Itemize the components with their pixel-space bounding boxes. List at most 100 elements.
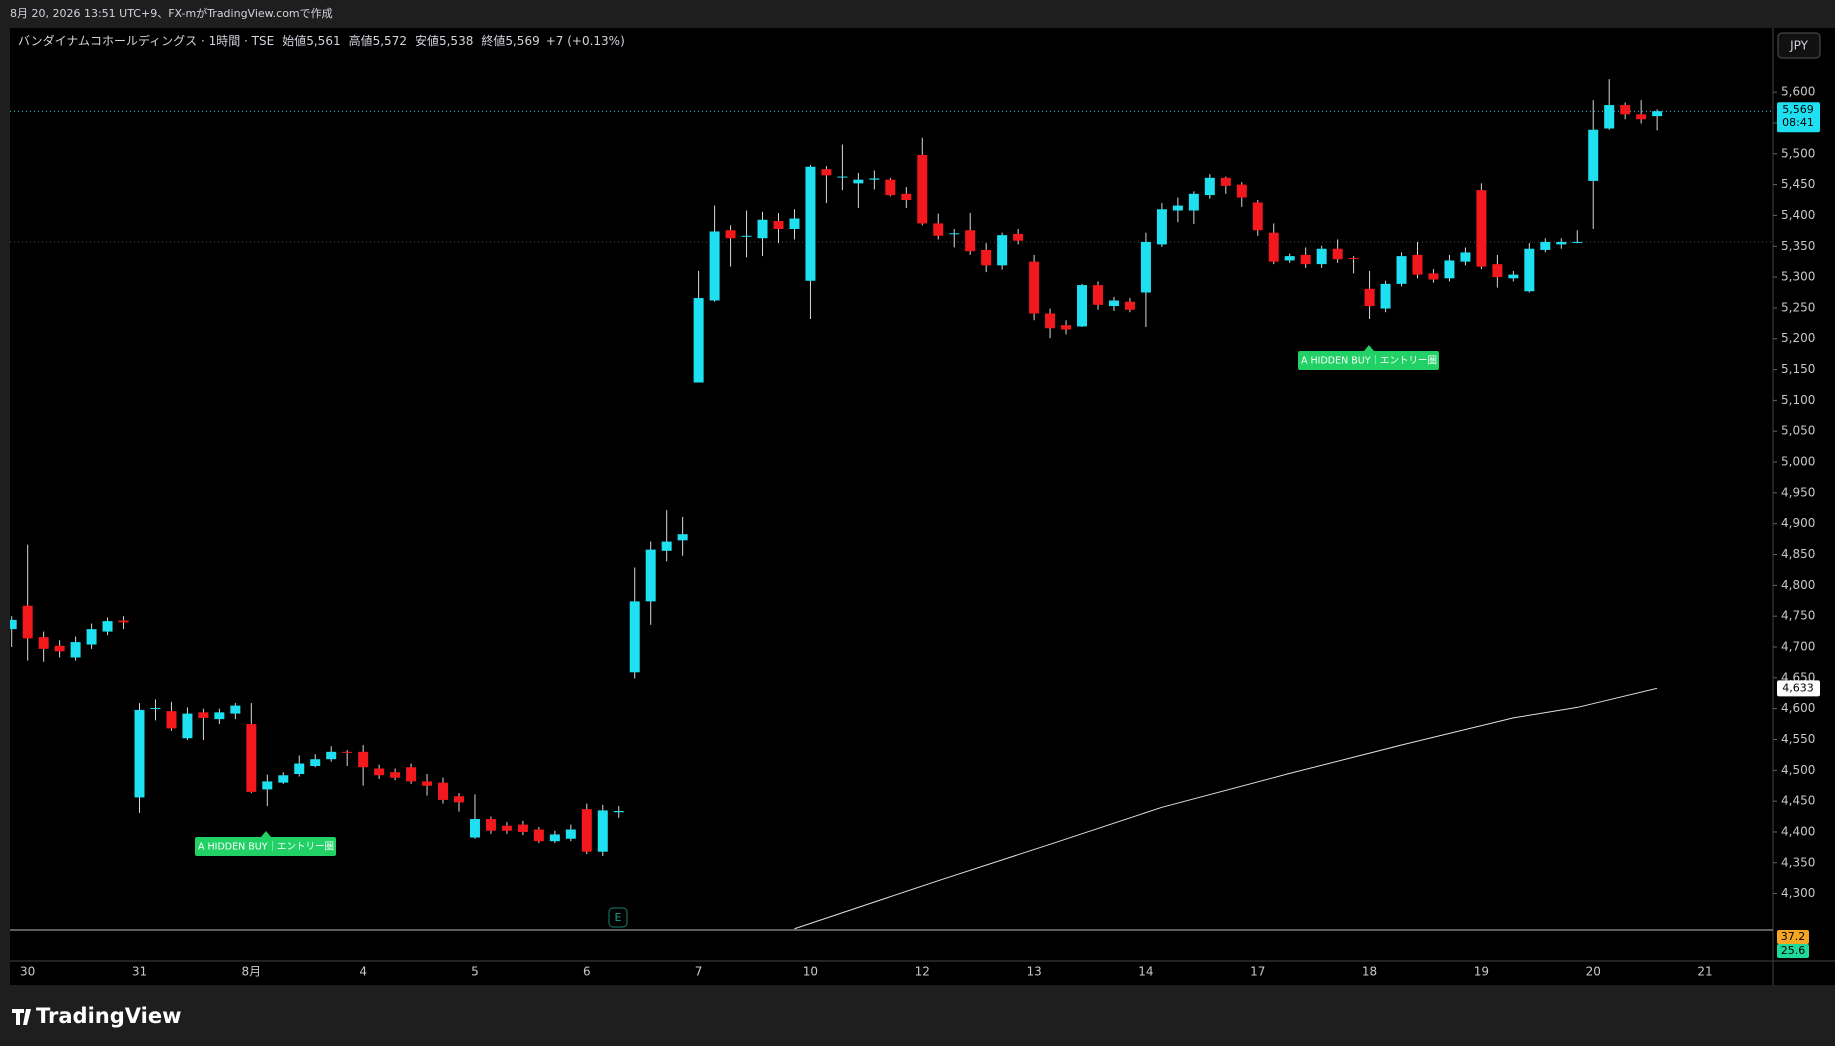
- y-tick-label: 4,500: [1781, 763, 1815, 777]
- candle-body: [1508, 274, 1519, 279]
- x-tick-label: 30: [20, 965, 35, 979]
- candle-body: [1284, 256, 1295, 261]
- candle-body: [533, 829, 544, 842]
- candle-body: [86, 629, 97, 645]
- x-tick-label: 6: [583, 965, 591, 979]
- x-tick-label: 8月: [242, 965, 262, 979]
- y-tick-label: 4,350: [1781, 855, 1815, 869]
- candle-body: [581, 809, 592, 852]
- y-tick-label: 5,250: [1781, 300, 1815, 314]
- y-tick-label: 5,300: [1781, 270, 1815, 284]
- x-tick-label: 7: [695, 965, 703, 979]
- y-tick-label: 5,350: [1781, 239, 1815, 253]
- candle-body: [1572, 241, 1583, 243]
- candle-body: [965, 230, 976, 252]
- y-tick-label: 4,900: [1781, 516, 1815, 530]
- candle-body: [1444, 260, 1455, 279]
- y-tick-label: 5,400: [1781, 208, 1815, 222]
- candle-body: [38, 637, 49, 649]
- candle-body: [1316, 248, 1327, 265]
- candle-body: [1380, 283, 1391, 309]
- currency-button[interactable]: [1777, 32, 1821, 59]
- candle-body: [1236, 184, 1247, 198]
- price-tag-countdown: 08:41: [1782, 116, 1814, 129]
- candle-body: [1029, 261, 1040, 314]
- legend-item-name: 高値: [349, 33, 373, 48]
- x-tick-label: 18: [1362, 965, 1377, 979]
- legend-item-name: 終値: [481, 33, 505, 48]
- candle-body: [390, 772, 401, 778]
- candle-body: [565, 829, 576, 839]
- candle-body: [1476, 190, 1487, 267]
- x-tick-label: 10: [803, 965, 818, 979]
- candle-body: [821, 169, 832, 176]
- candle-body: [310, 759, 321, 766]
- candle-body: [725, 230, 736, 239]
- candle-body: [406, 767, 417, 782]
- y-tick-label: 5,050: [1781, 424, 1815, 438]
- annotation-text: A HIDDEN BUY｜エントリー圏: [1301, 355, 1437, 367]
- y-tick-label: 4,400: [1781, 824, 1815, 838]
- ma-line: [794, 687, 1658, 930]
- candle-body: [469, 819, 480, 838]
- plot: [10, 79, 1773, 930]
- legend-change: +7 (+0.13%): [546, 34, 625, 48]
- y-tick-label: 4,850: [1781, 547, 1815, 561]
- legend-item-value: 5,538: [439, 34, 473, 48]
- y-tick-label: 5,500: [1781, 146, 1815, 160]
- candle-body: [1220, 177, 1231, 186]
- legend-item-value: 5,569: [505, 34, 539, 48]
- candle-body: [757, 219, 768, 239]
- legend-item-name: 安値: [415, 33, 439, 48]
- candle-body: [869, 178, 880, 180]
- earnings-box: [608, 907, 628, 928]
- candle-body: [1252, 202, 1263, 231]
- y-tick-label: 4,450: [1781, 794, 1815, 808]
- candle-body: [1364, 288, 1375, 307]
- annotation-arrow: [261, 831, 271, 837]
- candle-body: [677, 534, 688, 541]
- candle-body: [422, 781, 433, 786]
- ma-tag: [1777, 680, 1820, 697]
- candle-body: [454, 796, 464, 803]
- y-tick-label: 4,600: [1781, 701, 1815, 715]
- x-tick-label: 13: [1026, 965, 1041, 979]
- candle-body: [326, 751, 337, 760]
- candle-body: [262, 781, 273, 790]
- brand: TradingView: [12, 1004, 181, 1028]
- annotation-text: A HIDDEN BUY｜エントリー圏: [198, 841, 334, 853]
- candle-body: [917, 155, 928, 224]
- oscillator-tag: [1777, 944, 1809, 958]
- y-tick-label: 4,700: [1781, 640, 1815, 654]
- candle-body: [1204, 177, 1215, 196]
- legend-item-value: 5,572: [373, 34, 407, 48]
- candle-body: [166, 711, 177, 729]
- currency-label[interactable]: JPY: [1789, 39, 1809, 53]
- candle-body: [885, 179, 896, 196]
- x-tick-label: 5: [471, 965, 479, 979]
- y-tick-label: 5,450: [1781, 177, 1815, 191]
- candle-body: [1460, 252, 1471, 262]
- candle-body: [997, 235, 1008, 266]
- y-tick-label: 4,550: [1781, 732, 1815, 746]
- candle-body: [1588, 129, 1599, 181]
- candle-body: [837, 176, 848, 178]
- candle-body: [70, 642, 81, 658]
- candle-body: [10, 619, 17, 630]
- candle-body: [1556, 241, 1567, 245]
- y-tick-label: 5,000: [1781, 455, 1815, 469]
- candle-body: [805, 166, 816, 281]
- annotation-arrow: [1364, 345, 1374, 351]
- candle-body: [118, 620, 129, 623]
- legend-item-value: 5,561: [306, 34, 340, 48]
- brand-logo: [12, 1009, 31, 1025]
- candle-body: [230, 705, 241, 714]
- candle-body: [661, 541, 672, 551]
- annotation-box: [1298, 351, 1439, 370]
- candle-body: [773, 220, 784, 229]
- candle-body: [134, 709, 145, 798]
- candle-body: [1156, 209, 1167, 245]
- candle-body: [102, 621, 113, 632]
- candle-body: [54, 645, 65, 652]
- candle-body: [933, 223, 944, 236]
